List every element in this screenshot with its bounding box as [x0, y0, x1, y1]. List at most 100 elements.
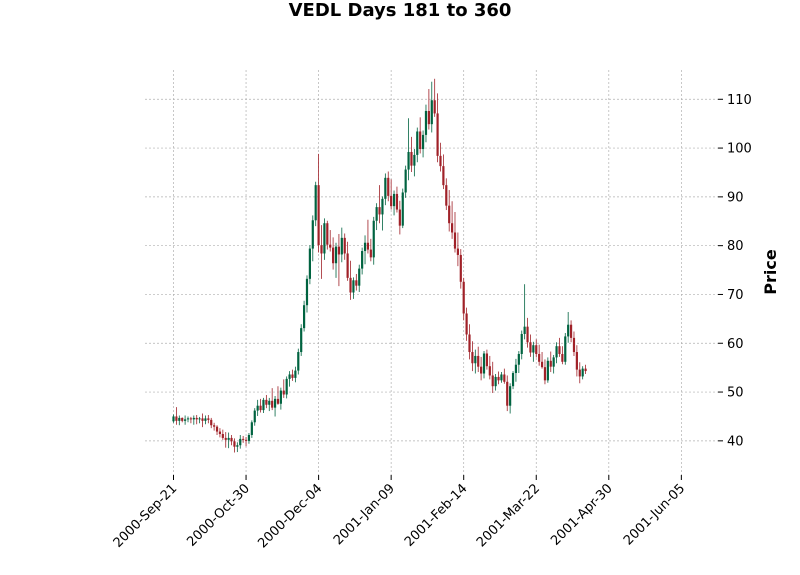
candle-body	[392, 193, 396, 207]
candle-body	[552, 357, 555, 367]
candle	[271, 388, 274, 411]
candle	[410, 136, 413, 172]
candle	[506, 375, 509, 412]
candle	[567, 312, 570, 343]
candle-body	[474, 355, 477, 364]
candle	[288, 371, 291, 387]
candle	[407, 118, 410, 181]
candle	[485, 349, 489, 370]
candle-body	[424, 110, 428, 135]
candle	[491, 361, 494, 394]
candle-body	[297, 352, 300, 371]
candle-body	[198, 418, 201, 420]
candle-body	[276, 398, 280, 404]
candle-body	[407, 151, 410, 170]
candle	[215, 425, 219, 435]
candle-body	[233, 441, 236, 447]
candle	[265, 394, 268, 409]
candle-body	[361, 251, 364, 269]
candle	[543, 359, 547, 385]
candle	[352, 277, 355, 299]
candle	[349, 260, 352, 300]
candle	[311, 215, 314, 262]
candle	[262, 397, 265, 414]
y-tick-label: 60	[727, 337, 744, 352]
candle	[419, 117, 422, 154]
candle-body	[494, 376, 497, 387]
y-tick-label: 40	[727, 434, 744, 449]
candle-body	[430, 100, 433, 125]
candle-body	[358, 268, 361, 286]
candle-body	[561, 353, 564, 362]
candle-body	[401, 192, 404, 226]
candle	[578, 362, 581, 384]
candle	[343, 233, 346, 260]
candle	[555, 342, 558, 364]
y-axis-label: Price	[761, 249, 780, 295]
candle-body	[236, 445, 239, 447]
candle	[189, 416, 193, 424]
axis-layer: 40 50 60 70 80 90 100 110 2000-Sep-21 2000-Oct-30…	[111, 93, 752, 552]
candle	[329, 230, 332, 252]
candle	[413, 149, 416, 177]
candle	[181, 417, 184, 423]
candle	[433, 78, 436, 117]
candle	[239, 434, 242, 449]
candle-body	[291, 374, 294, 378]
candle	[430, 81, 433, 133]
candle	[326, 220, 329, 250]
candle-body	[453, 232, 457, 249]
candle-body	[540, 361, 544, 368]
x-tick-label: 2000-Oct-30	[184, 481, 252, 549]
candle-body	[578, 369, 581, 377]
candle	[227, 432, 230, 449]
candle-body	[520, 333, 523, 354]
candle-body	[549, 360, 552, 367]
candle	[581, 366, 584, 380]
candle-body	[215, 426, 219, 432]
candle-body	[355, 280, 358, 286]
candle-body	[343, 237, 346, 254]
candle-body	[305, 278, 309, 306]
candle-body	[584, 368, 587, 372]
candle-body	[558, 346, 561, 354]
candle	[369, 238, 372, 262]
candle-body	[323, 223, 326, 254]
candle	[471, 341, 474, 372]
candle	[500, 372, 503, 383]
candle	[276, 386, 280, 405]
candle	[186, 416, 190, 423]
y-tick-label: 80	[727, 239, 744, 254]
candle-body	[192, 417, 195, 420]
candle	[572, 331, 576, 356]
candle	[387, 171, 390, 202]
candle	[569, 320, 573, 343]
x-tick-label: 2001-Mar-22	[474, 481, 543, 550]
candle-body	[253, 410, 256, 423]
candle-body	[288, 374, 291, 379]
candle-body	[320, 245, 323, 254]
candle-body	[279, 390, 282, 404]
candle	[511, 371, 515, 390]
candle	[192, 415, 195, 425]
candle	[404, 165, 407, 198]
candle	[523, 284, 526, 340]
candle-body	[181, 417, 184, 421]
candle-body	[300, 328, 303, 353]
candle-body	[334, 246, 338, 264]
candle-body	[189, 418, 193, 420]
candle-body	[416, 131, 419, 155]
candle	[268, 397, 271, 412]
candle-body	[482, 353, 486, 374]
candle-body	[514, 364, 518, 374]
candle	[424, 104, 428, 143]
candle-body	[337, 246, 341, 255]
candle	[201, 413, 204, 428]
candle-body	[488, 366, 491, 376]
candle	[314, 181, 317, 227]
candle-body	[456, 248, 459, 255]
candle-body	[178, 417, 181, 421]
candle-body	[372, 220, 375, 258]
candle	[305, 275, 309, 313]
candle	[247, 433, 251, 444]
